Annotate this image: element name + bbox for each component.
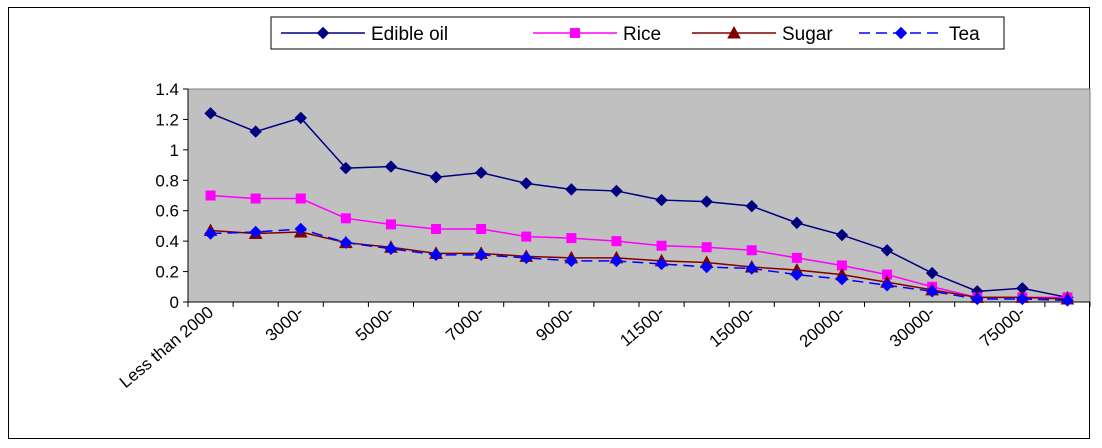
- data-point-tea: [520, 251, 533, 265]
- data-point-tea: [925, 285, 939, 298]
- legend-label-rice: Rice: [623, 24, 661, 45]
- y-tick-label: 0.8: [155, 171, 179, 190]
- y-tick-label: 0.6: [155, 202, 179, 221]
- legend-marker-sugar: [727, 25, 741, 39]
- data-point-edible-oil: [835, 228, 849, 242]
- legend: Edible oil Rice Sugar Tea: [270, 16, 1005, 50]
- data-point-edible-oil: [249, 125, 262, 138]
- data-point-tea: [204, 227, 217, 240]
- data-point-tea: [971, 292, 984, 306]
- series-line-rice: [210, 194, 1068, 299]
- line-chart: 0 0.2 0.4 0.6 0.8 1 1.2 1.4 Less than 2000 3000- 5…: [116, 16, 1091, 392]
- data-point-tea: [294, 222, 307, 236]
- series-line-tea: [210, 228, 1068, 302]
- data-point-edible-oil: [204, 107, 217, 120]
- legend-marker-tea: [894, 26, 908, 40]
- data-point-rice: [791, 252, 802, 263]
- series-line-edible-oil: [210, 112, 1068, 299]
- data-point-tea: [880, 279, 894, 292]
- data-point-tea: [1016, 292, 1029, 306]
- data-point-rice: [340, 213, 351, 224]
- data-point-edible-oil: [745, 199, 758, 213]
- data-point-rice: [295, 193, 306, 204]
- y-tick-label: 1.4: [155, 80, 179, 99]
- data-point-edible-oil: [565, 183, 578, 196]
- data-point-tea: [790, 268, 804, 281]
- data-point-rice: [521, 231, 532, 242]
- x-tick-label: 5000-: [352, 303, 398, 346]
- data-point-tea: [565, 254, 578, 268]
- data-point-edible-oil: [429, 171, 443, 184]
- data-point-rice: [701, 242, 712, 253]
- y-tick-label: 0.4: [155, 232, 179, 251]
- x-tick-label: 20000-: [796, 303, 849, 352]
- data-point-tea: [384, 242, 398, 255]
- data-point-edible-oil: [880, 244, 894, 257]
- data-point-edible-oil: [700, 195, 713, 208]
- series-group: [203, 107, 1075, 307]
- data-point-rice: [250, 193, 261, 204]
- data-point-edible-oil: [610, 184, 623, 198]
- legend-marker-rice: [570, 28, 580, 38]
- data-point-edible-oil: [339, 161, 353, 175]
- data-point-tea: [745, 262, 758, 275]
- data-point-tea: [429, 248, 443, 262]
- y-tick-label: 1.2: [155, 110, 179, 129]
- data-point-rice: [656, 240, 667, 251]
- chart-frame: 0 0.2 0.4 0.6 0.8 1 1.2 1.4 Less than 2000 3000- 5…: [8, 7, 1091, 439]
- data-point-tea: [339, 236, 353, 249]
- data-point-rice: [205, 190, 216, 201]
- data-point-tea: [610, 254, 623, 268]
- data-point-edible-oil: [655, 193, 668, 207]
- data-point-tea: [835, 272, 849, 286]
- data-point-rice: [431, 223, 442, 234]
- data-point-rice: [746, 245, 757, 256]
- x-tick-label: 30000-: [886, 303, 939, 352]
- x-tick-label: 15000-: [706, 303, 759, 352]
- data-point-rice: [385, 219, 396, 230]
- y-tick-label: 0: [170, 293, 179, 312]
- legend-marker-edible-oil: [316, 26, 330, 40]
- y-tick-label: 0.2: [155, 263, 179, 282]
- legend-label-tea: Tea: [949, 24, 980, 45]
- data-point-edible-oil: [294, 111, 307, 125]
- data-point-edible-oil: [384, 160, 398, 173]
- data-point-edible-oil: [474, 166, 488, 179]
- x-tick-label: 7000-: [442, 303, 488, 346]
- x-tick-label: Less than 2000: [116, 303, 217, 392]
- data-point-rice: [611, 236, 622, 247]
- y-tick-label: 1: [170, 141, 179, 160]
- data-point-edible-oil: [790, 216, 804, 230]
- data-point-edible-oil: [925, 266, 939, 280]
- data-point-rice: [566, 233, 577, 244]
- data-point-tea: [249, 225, 262, 239]
- x-tick-label: 9000-: [532, 303, 578, 346]
- data-point-tea: [474, 248, 488, 262]
- x-tick-label: 3000-: [262, 303, 308, 346]
- legend-label-sugar: Sugar: [782, 24, 833, 45]
- legend-label-edible-oil: Edible oil: [371, 24, 448, 45]
- data-point-tea: [1061, 294, 1074, 307]
- data-point-edible-oil: [520, 177, 533, 190]
- x-tick-label: 11500-: [616, 303, 668, 351]
- data-point-tea: [700, 260, 713, 274]
- data-point-tea: [655, 257, 668, 271]
- data-point-rice: [476, 223, 487, 234]
- x-tick-label: 75000-: [976, 303, 1029, 352]
